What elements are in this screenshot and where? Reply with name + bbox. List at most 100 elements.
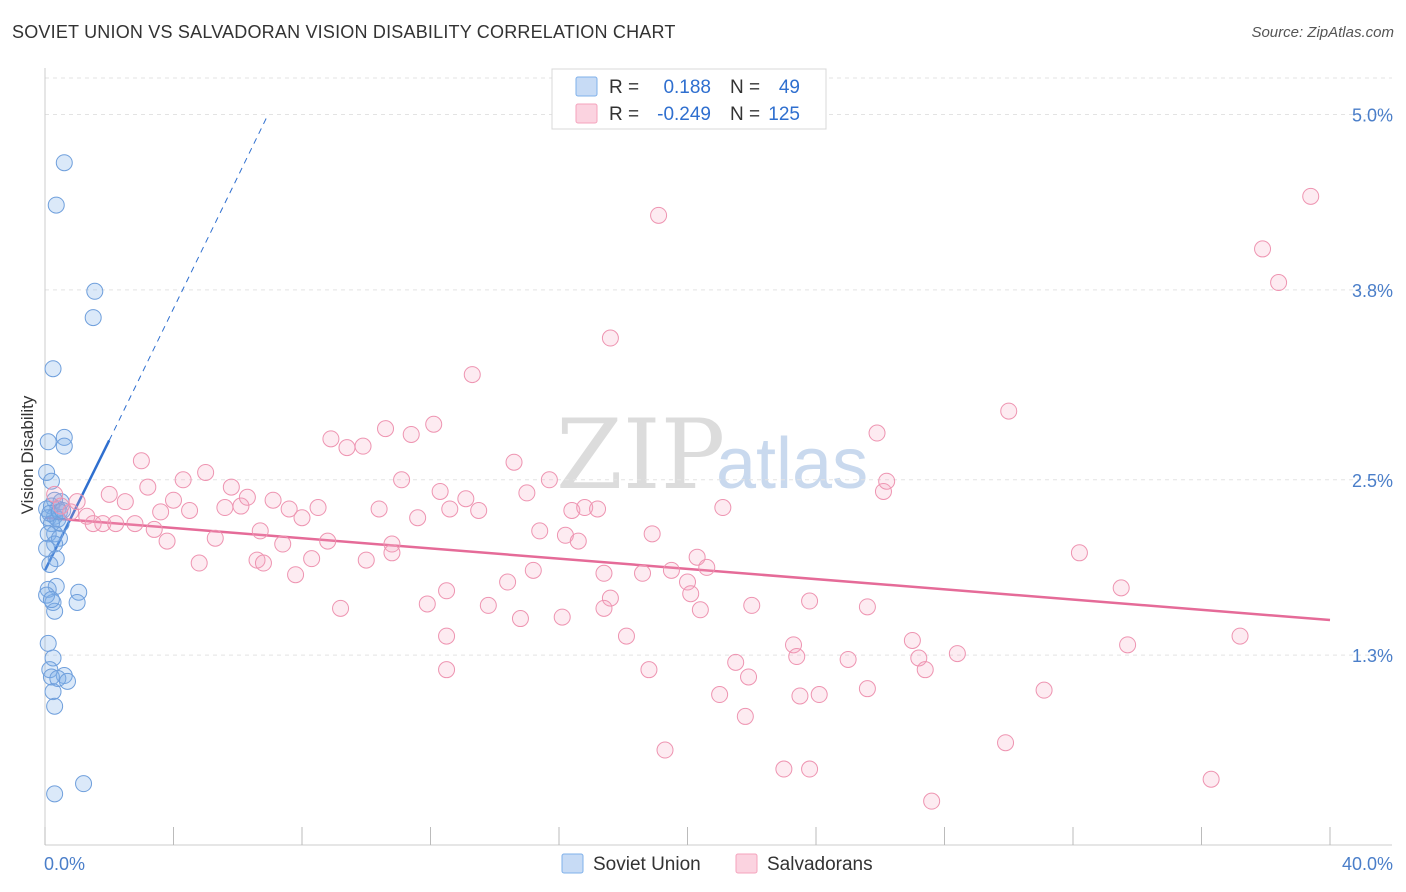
- salvadoran-point: [878, 472, 896, 490]
- salvadoran-point: [132, 452, 150, 470]
- salvadoran-point: [197, 463, 215, 481]
- salvadoran-point: [216, 499, 234, 517]
- salvadoran-point: [470, 501, 488, 519]
- soviet-point: [41, 555, 59, 573]
- gridlines: [45, 77, 1392, 656]
- salvadoran-point: [287, 566, 305, 584]
- salvadoran-point: [293, 509, 311, 527]
- salvadoran-point: [357, 551, 375, 569]
- bottom-legend-label-salvadoran: Salvadorans: [767, 854, 873, 875]
- soviet-point: [55, 154, 73, 172]
- y-tick-label: 3.8%: [1352, 281, 1393, 301]
- salvadoran-point: [576, 499, 594, 517]
- salvadoran-point: [174, 471, 192, 489]
- soviet-point: [55, 428, 73, 446]
- salvadoran-point: [251, 522, 269, 540]
- salvadoran-point: [691, 601, 709, 619]
- salvadoran-point: [274, 535, 292, 553]
- salvadoran-point: [839, 650, 857, 668]
- soviet-point: [39, 634, 57, 652]
- salvadoran-point: [617, 627, 635, 645]
- salvadoran-point: [354, 437, 372, 455]
- salvadoran-point: [383, 544, 401, 562]
- salvadoran-point: [463, 366, 481, 384]
- salvadoran-point: [370, 500, 388, 518]
- salvadoran-point: [94, 515, 112, 533]
- salvadoran-point: [1231, 627, 1249, 645]
- salvadoran-point: [1270, 274, 1288, 292]
- salvadoran-point: [662, 561, 680, 579]
- salvadoran-point: [589, 500, 607, 518]
- salvadoran-point: [319, 532, 337, 550]
- y-tick-label: 5.0%: [1352, 106, 1393, 126]
- salvadoran-point: [775, 760, 793, 778]
- salvadoran-point: [801, 760, 819, 778]
- salvadoran-point: [601, 589, 619, 607]
- chart-title: SOVIET UNION VS SALVADORAN VISION DISABI…: [12, 22, 676, 42]
- soviet-point: [75, 775, 93, 793]
- legend-r-label-soviet: R =: [609, 77, 639, 98]
- soviet-point: [47, 550, 65, 568]
- salvadoran-point: [923, 792, 941, 810]
- salvadoran-point: [222, 478, 240, 496]
- salvadoran-point: [518, 484, 536, 502]
- legend-box: R = 0.188 N = 49 R = -0.249 N = 125: [551, 68, 827, 130]
- legend-n-label-salvadoran: N =: [730, 104, 760, 125]
- soviet-point: [42, 668, 60, 686]
- salvadoran-point: [126, 515, 144, 533]
- salvadoran-point: [457, 490, 475, 508]
- salvadoran-point: [727, 653, 745, 671]
- data-points: [38, 154, 1320, 810]
- salvadoran-point: [858, 680, 876, 698]
- salvadoran-point: [698, 558, 716, 576]
- y-tick-label: 2.5%: [1352, 471, 1393, 491]
- salvadoran-point: [52, 497, 70, 515]
- salvadoran-point: [332, 599, 350, 617]
- tick-labels: 1.3% 2.5% 3.8% 5.0% 0.0% 40.0%: [44, 106, 1393, 874]
- salvadoran-point: [338, 439, 356, 457]
- salvadoran-point: [563, 501, 581, 519]
- salvadoran-point: [309, 499, 327, 517]
- watermark-atlas: atlas: [716, 424, 868, 504]
- salvadoran-point: [100, 485, 118, 503]
- salvadoran-point: [139, 478, 157, 496]
- salvadoran-point: [479, 596, 497, 614]
- salvadoran-point: [409, 509, 427, 527]
- salvadoran-point: [540, 471, 558, 489]
- salvadoran-point: [553, 608, 571, 626]
- soviet-trend-line: [43, 439, 111, 571]
- salvadoran-point: [1070, 544, 1088, 562]
- salvadoran-point: [206, 529, 224, 547]
- legend-swatch-soviet: [575, 76, 598, 97]
- soviet-point: [44, 360, 62, 378]
- soviet-point: [38, 463, 56, 481]
- legend-swatch-salvadoran: [575, 103, 598, 124]
- salvadoran-point: [1302, 187, 1320, 205]
- salvadoran-point: [736, 707, 754, 725]
- salvadoran-point: [595, 564, 613, 582]
- source-credit: Source: ZipAtlas.com: [1251, 24, 1394, 41]
- salvadoran-point: [524, 561, 542, 579]
- soviet-point: [39, 525, 57, 543]
- salvadoran-point: [393, 471, 411, 489]
- x-tick-label-min: 0.0%: [44, 854, 85, 874]
- salvadoran-point: [1254, 240, 1272, 258]
- salvadoran-point: [499, 573, 517, 591]
- salvadoran-point: [595, 599, 613, 617]
- salvadoran-point: [788, 648, 806, 666]
- soviet-point: [86, 282, 104, 300]
- soviet-point: [55, 437, 73, 455]
- salvadoran-point: [152, 503, 170, 521]
- salvadoran-point: [165, 491, 182, 509]
- legend-r-value-soviet: 0.188: [663, 77, 711, 98]
- salvadoran-point: [1112, 579, 1130, 597]
- salvadoran-point: [254, 554, 272, 572]
- x-tick-label-max: 40.0%: [1342, 854, 1393, 874]
- legend-r-value-salvadoran: -0.249: [657, 104, 711, 125]
- salvadoran-point: [232, 497, 250, 515]
- salvadoran-point: [903, 631, 921, 649]
- soviet-point: [39, 433, 57, 451]
- salvadoran-point: [714, 499, 732, 517]
- y-tick-label: 1.3%: [1352, 646, 1393, 666]
